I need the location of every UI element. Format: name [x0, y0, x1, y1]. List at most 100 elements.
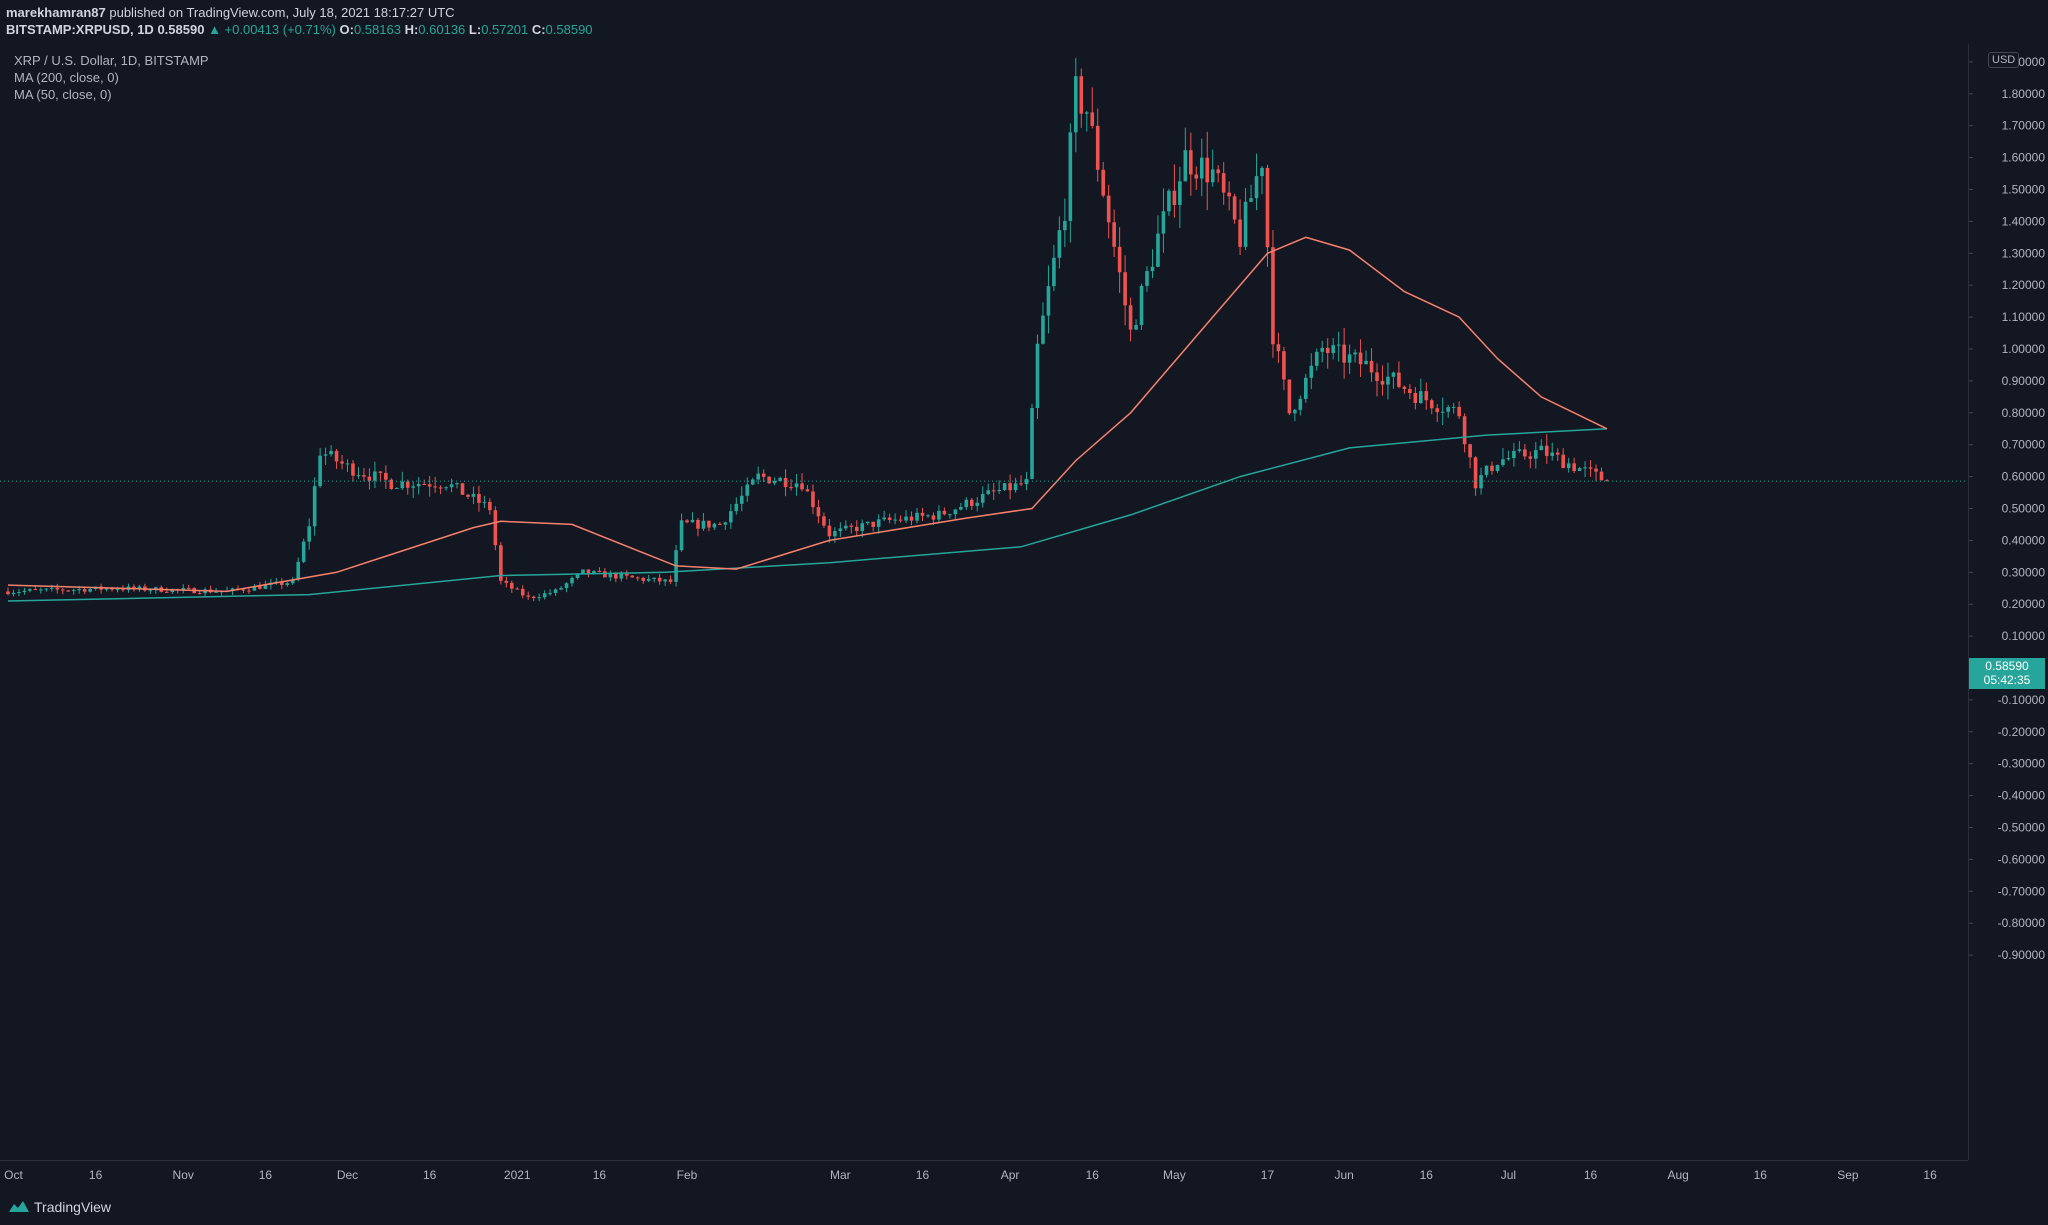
candle-body [1046, 286, 1051, 316]
candle-body [290, 579, 295, 584]
candle-body [66, 590, 71, 592]
candle-body [1024, 478, 1029, 485]
x-tick-label: 16 [1923, 1168, 1937, 1182]
candle-body [110, 588, 114, 590]
candle-body [1402, 386, 1407, 390]
chart-pane[interactable] [0, 44, 1968, 1160]
candle-body [1074, 76, 1078, 133]
x-tick-label: Jul [1501, 1168, 1516, 1182]
published-text: published on TradingView.com, July 18, 2… [109, 5, 455, 20]
candle-body [783, 477, 788, 488]
candle-body [581, 569, 585, 574]
candle-body [427, 484, 432, 487]
ma200-line [7, 428, 1608, 602]
candle-body [701, 520, 706, 529]
candle-body [509, 582, 514, 589]
candle-body [959, 507, 963, 510]
candle-body [285, 583, 290, 585]
candle-body [307, 526, 311, 542]
candle-body [805, 489, 810, 492]
x-tick-label: 16 [89, 1168, 103, 1182]
symbol-label[interactable]: BITSTAMP:XRPUSD, 1D [6, 22, 154, 37]
candle-body [318, 455, 322, 487]
publish-line: marekhamran87 published on TradingView.c… [6, 5, 455, 20]
candle-body [1128, 305, 1133, 330]
x-tick-label: Jun [1334, 1168, 1353, 1182]
candle-body [707, 520, 711, 528]
ma50-line [7, 236, 1608, 593]
candle-body [975, 502, 980, 506]
legend-title[interactable]: XRP / U.S. Dollar, 1D, BITSTAMP [14, 53, 209, 68]
candle-body [1189, 150, 1193, 175]
legend-ma50[interactable]: MA (50, close, 0) [14, 87, 112, 102]
candle-body [1287, 379, 1292, 414]
price-chart[interactable] [0, 44, 1968, 1160]
x-tick-label: 16 [1754, 1168, 1768, 1182]
x-tick-label: 16 [1584, 1168, 1598, 1182]
publisher-name[interactable]: marekhamran87 [6, 5, 106, 20]
y-tick-label: -0.70000 [1998, 884, 2046, 898]
y-tick-label: 0.10000 [2002, 629, 2046, 643]
candle-body [477, 493, 481, 503]
candle-body [367, 476, 372, 481]
candle-body [833, 531, 837, 537]
candle-body [646, 578, 651, 581]
y-tick-label: -0.30000 [1998, 757, 2046, 771]
candle-body [893, 519, 897, 521]
candle-body [22, 590, 27, 593]
candle-body [750, 479, 755, 485]
x-tick-label: 17 [1261, 1168, 1275, 1182]
candle-body [1052, 257, 1056, 287]
candle-body [1271, 247, 1275, 345]
candle-body [909, 516, 914, 521]
candle-body [969, 499, 974, 506]
candle-body [696, 519, 700, 529]
candle-body [186, 588, 191, 590]
candle-body [586, 569, 591, 574]
candle-body [378, 471, 383, 473]
candle-body [1298, 398, 1303, 410]
ohlc-line: BITSTAMP:XRPUSD, 1D 0.58590 ▲ +0.00413 (… [6, 22, 593, 37]
candle-body [1588, 467, 1593, 469]
legend-ma200[interactable]: MA (200, close, 0) [14, 70, 119, 85]
candle-body [1106, 195, 1111, 223]
y-tick-label: -0.90000 [1998, 948, 2046, 962]
candle-body [482, 501, 487, 503]
candle-body [1484, 465, 1489, 475]
candle-body [356, 475, 361, 477]
candle-body [1566, 463, 1571, 469]
candle-body [597, 570, 602, 572]
candle-body [794, 483, 799, 488]
candle-body [132, 586, 136, 589]
x-tick-label: 16 [423, 1168, 437, 1182]
candle-body [50, 587, 54, 589]
candle-body [1265, 167, 1270, 248]
candle-body [729, 511, 733, 523]
candle-body [603, 571, 607, 578]
candle-body [800, 483, 804, 490]
candle-body [1528, 456, 1533, 459]
candle-body [1035, 343, 1040, 409]
price-axis[interactable]: 2.400002.300002.200002.100002.000001.900… [1968, 0, 2048, 1160]
candle-body [980, 493, 985, 503]
candle-body [1254, 176, 1259, 199]
time-axis[interactable]: Oct 16 Nov 16 Dec 16 2021 16 Feb Mar 16 Apr 16 May 17 J… [0, 1160, 1968, 1189]
candle-body [1375, 372, 1379, 382]
y-tick-label: 0.70000 [2002, 438, 2046, 452]
y-tick-label: 1.20000 [2002, 278, 2046, 292]
candle-body [115, 589, 120, 591]
candle-body [1435, 408, 1440, 413]
candle-body [181, 588, 186, 590]
candle-body [1282, 351, 1286, 380]
candle-body [1572, 463, 1576, 471]
candle-body [351, 463, 355, 476]
candle-body [712, 523, 717, 528]
candle-body [844, 525, 848, 529]
candle-body [1336, 344, 1341, 346]
y-tick-label: -0.50000 [1998, 821, 2046, 835]
candle-body [438, 487, 443, 489]
candle-body [1210, 169, 1215, 183]
candle-body [772, 480, 777, 484]
candle-body [1216, 169, 1220, 174]
currency-badge[interactable]: USD [1988, 52, 2020, 68]
